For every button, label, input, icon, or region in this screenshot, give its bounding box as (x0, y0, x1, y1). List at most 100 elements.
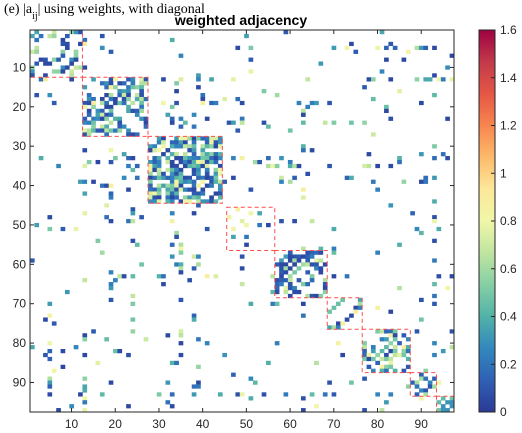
heatmap-cell (169, 171, 175, 177)
heatmap-cell (143, 116, 149, 121)
heatmap-cell (261, 392, 267, 397)
heatmap-cell (274, 93, 280, 98)
heatmap-cell (126, 96, 131, 102)
heatmap-cell (117, 100, 123, 106)
heatmap-cell (82, 278, 88, 283)
heatmap-cell (121, 89, 127, 94)
heatmap-cell (248, 187, 254, 192)
heatmap-cell (121, 124, 127, 129)
heatmap-cell (200, 93, 206, 98)
heatmap-cell (156, 187, 162, 192)
heatmap-cell (231, 226, 236, 232)
heatmap-cell (362, 408, 367, 413)
heatmap-cell (349, 380, 354, 385)
heatmap-cell (248, 69, 254, 74)
heatmap-cell (169, 163, 175, 169)
heatmap-cell (397, 159, 402, 165)
heatmap-cell (86, 100, 92, 106)
heatmap-cell (414, 392, 420, 397)
heatmap-cell (69, 57, 75, 62)
heatmap-cell (301, 282, 306, 287)
heatmap-cell (410, 211, 415, 216)
heatmap-cell (182, 159, 188, 165)
heatmap-cell (353, 309, 359, 314)
heatmap-cell (279, 258, 284, 263)
heatmap-cell (82, 37, 88, 43)
heatmap-cell (95, 108, 101, 113)
heatmap-cell (108, 270, 114, 275)
heatmap-cell (196, 159, 201, 165)
heatmap-cell (178, 175, 184, 180)
heatmap-cell (261, 89, 267, 94)
heatmap-cell (30, 73, 35, 78)
heatmap-cell (43, 77, 48, 82)
heatmap-cell (292, 163, 297, 169)
heatmap-cell (47, 384, 53, 389)
heatmap-cell (82, 396, 88, 401)
heatmap-cell (405, 49, 411, 54)
heatmap-cell (148, 175, 153, 180)
heatmap-cell (126, 93, 131, 98)
heatmap-cell (169, 167, 175, 173)
heatmap-cell (266, 360, 271, 366)
heatmap-cell (130, 329, 136, 334)
heatmap-cell (121, 96, 127, 102)
heatmap-cell (169, 140, 175, 145)
heatmap-cell (91, 120, 96, 125)
heatmap-cell (209, 140, 214, 145)
heatmap-cell (169, 404, 175, 409)
heatmap-cell (432, 341, 437, 346)
heatmap-cell (82, 388, 88, 393)
heatmap-cell (86, 128, 92, 133)
heatmap-cell (60, 69, 66, 74)
heatmap-cell (73, 57, 79, 62)
heatmap-cell (266, 156, 271, 161)
heatmap-cell (309, 392, 315, 397)
heatmap-cell (309, 219, 315, 224)
heatmap-cell (178, 242, 184, 247)
heatmap-cell (244, 234, 249, 240)
heatmap-cell (126, 219, 131, 224)
heatmap-cell (200, 148, 206, 153)
heatmap-cell (388, 77, 394, 82)
heatmap-cell (91, 77, 96, 82)
heatmap-cell (117, 274, 123, 279)
heatmap-cell (178, 77, 184, 82)
heatmap-cell (178, 329, 184, 334)
heatmap-cell (191, 144, 197, 149)
heatmap-cell (148, 159, 153, 165)
heatmap-cell (252, 380, 258, 385)
heatmap-cell (405, 356, 411, 362)
heatmap-cell (388, 356, 394, 362)
heatmap-cell (274, 262, 280, 267)
heatmap-cell (108, 93, 114, 98)
heatmap-cell (239, 392, 245, 397)
heatmap-cell (134, 96, 140, 102)
heatmap-cell (196, 171, 201, 177)
heatmap-cell (305, 262, 311, 267)
heatmap-cell (419, 45, 424, 50)
heatmap-cell (340, 352, 346, 358)
heatmap-cell (331, 226, 337, 232)
heatmap-cell (353, 49, 359, 54)
heatmap-cell (213, 179, 219, 184)
heatmap-cell (196, 136, 201, 141)
heatmap-cell (82, 352, 88, 358)
heatmap-cell (104, 215, 109, 220)
heatmap-cell (178, 136, 184, 141)
heatmap-cell (196, 183, 201, 188)
heatmap-cell (191, 191, 197, 196)
heatmap-cell (314, 360, 319, 366)
x-tick-label: 50 (240, 417, 254, 431)
heatmap-cell (196, 77, 201, 82)
heatmap-cell (152, 195, 158, 200)
y-tick-label: 20 (13, 100, 27, 114)
heatmap-cell (209, 144, 214, 149)
heatmap-cell (274, 285, 280, 291)
heatmap-cell (248, 376, 254, 381)
heatmap-cell (169, 254, 175, 259)
heatmap-cell (165, 167, 171, 173)
heatmap-cell (226, 215, 232, 220)
heatmap-cell (432, 376, 437, 381)
heatmap-cell (191, 148, 197, 153)
